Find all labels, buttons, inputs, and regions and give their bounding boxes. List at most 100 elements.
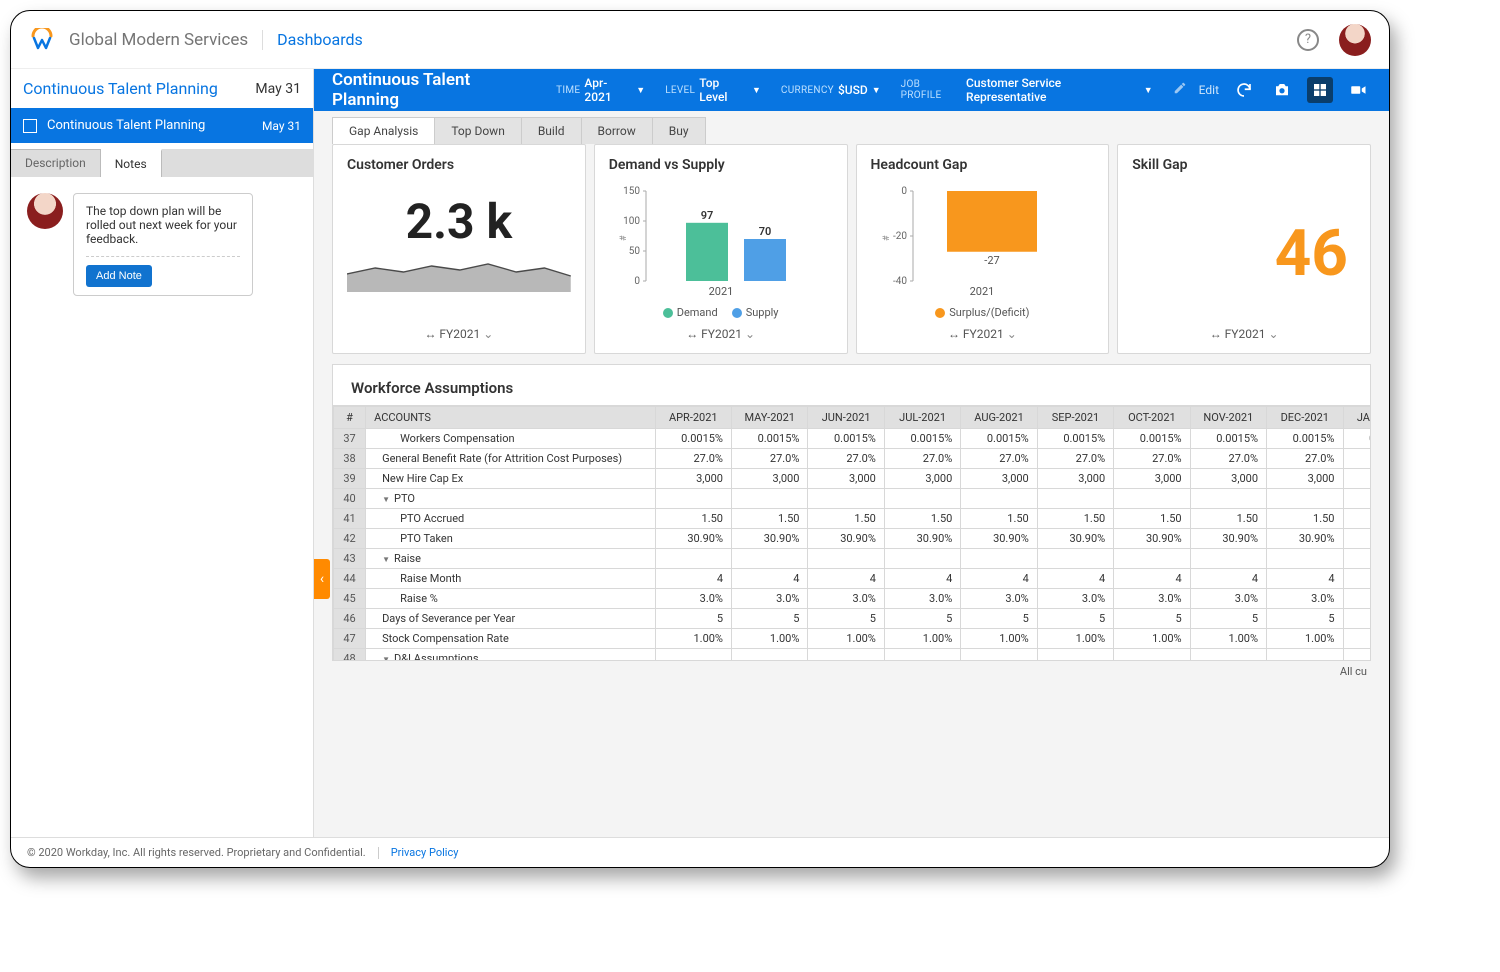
table-row[interactable]: 48▼D&I Assumptions	[334, 649, 1372, 662]
table-row[interactable]: 39New Hire Cap Ex3,0003,0003,0003,0003,0…	[334, 469, 1372, 489]
table-row[interactable]: 40▼PTO	[334, 489, 1372, 509]
assumptions-table: #ACCOUNTSAPR-2021MAY-2021JUN-2021JUL-202…	[333, 406, 1371, 661]
sidebar-item-date: May 31	[262, 119, 301, 133]
table-row[interactable]: 44Raise Month44444444444	[334, 569, 1372, 589]
skill-gap-value: 46	[1275, 216, 1348, 291]
checkbox-icon[interactable]	[23, 119, 37, 133]
kpi-cards: Customer Orders 2.3 k ↔ FY2021 ⌄ Demand …	[314, 144, 1389, 354]
tab-description[interactable]: Description	[11, 149, 101, 177]
legend: DemandSupply	[609, 306, 833, 319]
svg-text:50: 50	[628, 246, 640, 257]
svg-text:2021: 2021	[708, 285, 733, 298]
svg-text:70: 70	[758, 225, 771, 238]
tab-gap-analysis[interactable]: Gap Analysis	[332, 117, 435, 144]
video-icon[interactable]	[1345, 77, 1371, 103]
sidebar-tabs: Description Notes	[11, 149, 313, 177]
topbar: Global Modern Services Dashboards ?	[11, 11, 1389, 69]
card-title: Skill Gap	[1132, 157, 1356, 173]
context-bar: Continuous Talent Planning TIME Apr-2021…	[314, 69, 1389, 111]
chevron-down-icon: ▼	[752, 85, 761, 96]
page-title: Continuous Talent Planning	[332, 70, 536, 110]
table-row[interactable]: 43▼Raise	[334, 549, 1372, 569]
legend: Surplus/(Deficit)	[871, 306, 1095, 319]
chevron-down-icon: ▼	[872, 85, 881, 96]
svg-text:#: #	[882, 235, 892, 241]
sidebar-date: May 31	[255, 81, 301, 97]
customer-orders-card: Customer Orders 2.3 k ↔ FY2021 ⌄	[332, 144, 586, 354]
chevron-down-icon: ▼	[1144, 85, 1153, 96]
svg-text:2021: 2021	[970, 285, 995, 298]
card-title: Customer Orders	[347, 157, 571, 173]
main: Continuous Talent Planning TIME Apr-2021…	[314, 69, 1389, 837]
table-row[interactable]: 47Stock Compensation Rate1.00%1.00%1.00%…	[334, 629, 1372, 649]
svg-text:0: 0	[902, 186, 908, 197]
table-row[interactable]: 46Days of Severance per Year55555555555	[334, 609, 1372, 629]
note-box: The top down plan will be rolled out nex…	[73, 193, 253, 296]
svg-text:#: #	[619, 235, 629, 241]
camera-icon[interactable]	[1269, 77, 1295, 103]
table-row[interactable]: 38General Benefit Rate (for Attrition Co…	[334, 449, 1372, 469]
assumptions-title: Workforce Assumptions	[332, 364, 1371, 405]
pencil-icon[interactable]	[1173, 81, 1187, 99]
edit-label[interactable]: Edit	[1199, 83, 1219, 97]
tab-build[interactable]: Build	[521, 117, 582, 144]
workday-logo[interactable]	[29, 27, 55, 53]
card-footer[interactable]: ↔ FY2021 ⌄	[1132, 319, 1356, 341]
table-row[interactable]: 42PTO Taken30.90%30.90%30.90%30.90%30.90…	[334, 529, 1372, 549]
time-selector[interactable]: TIME Apr-2021 ▼	[556, 76, 645, 104]
headcount-gap-card: Headcount Gap -40 -20 0 # -27 2021 Surplus/…	[856, 144, 1110, 354]
footer: © 2020 Workday, Inc. All rights reserved…	[11, 837, 1389, 867]
tab-top-down[interactable]: Top Down	[434, 117, 522, 144]
brand-name: Global Modern Services	[69, 30, 248, 50]
grid-view-icon[interactable]	[1307, 77, 1333, 103]
currency-selector[interactable]: CURRENCY $USD ▼	[781, 83, 881, 97]
card-footer[interactable]: ↔ FY2021 ⌄	[347, 319, 571, 341]
divider	[262, 30, 263, 50]
add-note-button[interactable]: Add Note	[86, 265, 152, 287]
headcount-chart: -40 -20 0 # -27 2021	[877, 181, 1087, 301]
note-avatar	[27, 193, 63, 229]
overflow-text: All cu	[314, 661, 1389, 682]
svg-text:-20: -20	[893, 231, 907, 242]
tab-borrow[interactable]: Borrow	[581, 117, 653, 144]
demand-supply-card: Demand vs Supply 0 50 100 150 # 97 70 2021 De…	[594, 144, 848, 354]
refresh-icon[interactable]	[1231, 77, 1257, 103]
card-footer[interactable]: ↔ FY2021 ⌄	[871, 319, 1095, 341]
sparkline	[347, 256, 571, 292]
dashboards-link[interactable]: Dashboards	[277, 30, 363, 49]
notes-area: The top down plan will be rolled out nex…	[11, 177, 313, 312]
level-selector[interactable]: LEVEL Top Level ▼	[665, 76, 761, 104]
sidebar-item-active[interactable]: Continuous Talent Planning May 31	[11, 108, 313, 143]
card-footer[interactable]: ↔ FY2021 ⌄	[609, 319, 833, 341]
svg-text:-27: -27	[985, 253, 1000, 266]
sidebar-header: Continuous Talent Planning May 31	[11, 69, 313, 108]
assumptions-table-wrap[interactable]: #ACCOUNTSAPR-2021MAY-2021JUN-2021JUL-202…	[332, 405, 1371, 661]
collapse-sidebar-button[interactable]: ‹	[314, 559, 330, 599]
svg-text:0: 0	[634, 276, 640, 287]
orders-value: 2.3 k	[347, 193, 571, 250]
demand-supply-chart: 0 50 100 150 # 97 70 2021	[616, 181, 826, 301]
table-row[interactable]: 41PTO Accrued1.501.501.501.501.501.501.5…	[334, 509, 1372, 529]
svg-text:97: 97	[700, 208, 713, 221]
table-row[interactable]: 45Raise %3.0%3.0%3.0%3.0%3.0%3.0%3.0%3.0…	[334, 589, 1372, 609]
skill-gap-card: Skill Gap 46 ↔ FY2021 ⌄	[1117, 144, 1371, 354]
job-profile-selector[interactable]: JOB PROFILE Customer Service Representat…	[901, 76, 1153, 104]
user-avatar[interactable]	[1339, 24, 1371, 56]
note-text: The top down plan will be rolled out nex…	[86, 204, 240, 246]
sidebar-item-label: Continuous Talent Planning	[47, 118, 205, 133]
card-title: Headcount Gap	[871, 157, 1095, 173]
svg-text:150: 150	[623, 186, 640, 197]
main-tabs: Gap AnalysisTop DownBuildBorrowBuy	[314, 111, 1389, 144]
help-icon[interactable]: ?	[1297, 29, 1319, 51]
sidebar: Continuous Talent Planning May 31 Contin…	[11, 69, 314, 837]
svg-text:100: 100	[623, 216, 640, 227]
chevron-down-icon: ▼	[636, 85, 645, 96]
tab-buy[interactable]: Buy	[652, 117, 706, 144]
sidebar-title-link[interactable]: Continuous Talent Planning	[23, 79, 218, 98]
table-row[interactable]: 37Workers Compensation0.0015%0.0015%0.00…	[334, 429, 1372, 449]
copyright: © 2020 Workday, Inc. All rights reserved…	[27, 846, 366, 859]
svg-text:-40: -40	[893, 276, 907, 287]
card-title: Demand vs Supply	[609, 157, 833, 173]
tab-notes[interactable]: Notes	[101, 149, 162, 177]
privacy-link[interactable]: Privacy Policy	[391, 846, 459, 859]
